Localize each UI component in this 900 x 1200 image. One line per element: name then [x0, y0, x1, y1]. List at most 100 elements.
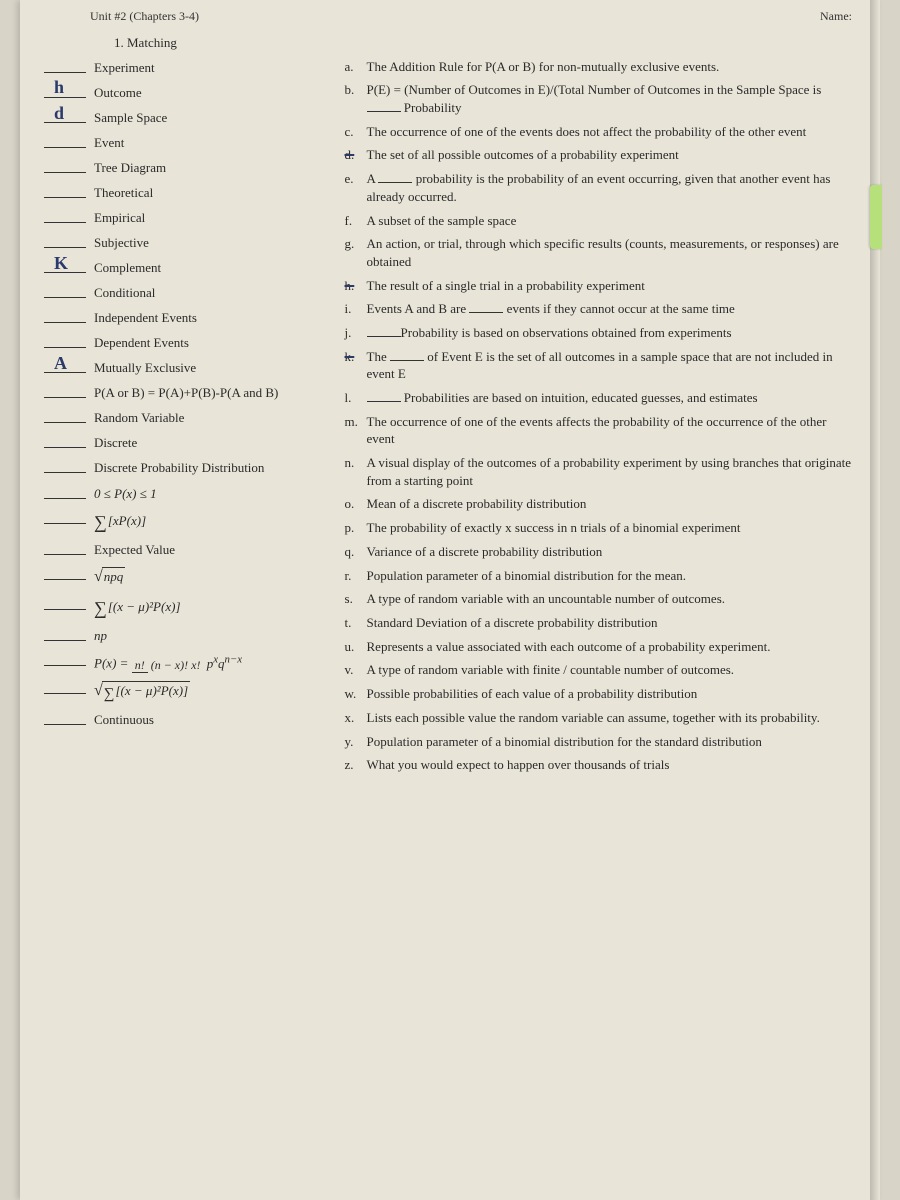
handwritten-answer: A [54, 351, 67, 375]
answer-blank[interactable] [44, 408, 86, 423]
term-row: Subjective [44, 233, 345, 252]
definition-row: o.Mean of a discrete probability distrib… [345, 495, 852, 513]
term-text: Tree Diagram [94, 158, 166, 177]
term-row: P(x) = n!(n − x)! x! pxqn−x [44, 651, 345, 672]
answer-blank[interactable] [44, 540, 86, 555]
answer-blank[interactable] [44, 183, 86, 198]
unit-label: Unit #2 (Chapters 3-4) [90, 8, 199, 24]
answer-blank[interactable]: K [44, 258, 86, 273]
term-text: Independent Events [94, 308, 197, 327]
answer-blank[interactable] [44, 308, 86, 323]
definition-text: The set of all possible outcomes of a pr… [367, 146, 852, 164]
term-text: Outcome [94, 83, 142, 102]
definition-letter: o. [345, 495, 367, 513]
answer-blank[interactable] [44, 133, 86, 148]
definition-text: P(E) = (Number of Outcomes in E)/(Total … [367, 81, 852, 116]
definition-letter: n. [345, 454, 367, 489]
definition-row: b.P(E) = (Number of Outcomes in E)/(Tota… [345, 81, 852, 116]
answer-blank[interactable] [44, 458, 86, 473]
fill-blank[interactable] [367, 100, 401, 112]
term-row: P(A or B) = P(A)+P(B)-P(A and B) [44, 383, 345, 402]
definition-text: Events A and B are events if they cannot… [367, 300, 852, 318]
definition-letter: t. [345, 614, 367, 632]
answer-blank[interactable] [44, 208, 86, 223]
term-row: A Mutually Exclusive [44, 358, 345, 377]
term-row: Expected Value [44, 540, 345, 559]
term-text: Dependent Events [94, 333, 189, 352]
name-label: Name: [820, 8, 852, 24]
term-row: Conditional [44, 283, 345, 302]
definition-row: i.Events A and B are events if they cann… [345, 300, 852, 318]
definition-text: The occurrence of one of the events affe… [367, 413, 852, 448]
definition-letter: a. [345, 58, 367, 76]
term-text: P(A or B) = P(A)+P(B)-P(A and B) [94, 383, 278, 402]
answer-blank[interactable]: A [44, 358, 86, 373]
definition-row: m.The occurrence of one of the events af… [345, 413, 852, 448]
term-text: Empirical [94, 208, 145, 227]
answer-blank[interactable] [44, 58, 86, 73]
definition-row: x.Lists each possible value the random v… [345, 709, 852, 727]
definition-row: v.A type of random variable with finite … [345, 661, 852, 679]
answer-blank[interactable] [44, 333, 86, 348]
terms-column: ExperimenthOutcomedSample SpaceEventTree… [44, 58, 345, 780]
definitions-column: a.The Addition Rule for P(A or B) for no… [345, 58, 852, 780]
term-text: np [94, 626, 107, 645]
definition-row: k.The of Event E is the set of all outco… [345, 348, 852, 383]
term-text: Discrete [94, 433, 137, 452]
definition-letter: c. [345, 123, 367, 141]
term-row: Empirical [44, 208, 345, 227]
term-text: Conditional [94, 283, 155, 302]
definition-row: g.An action, or trial, through which spe… [345, 235, 852, 270]
term-row: Event [44, 133, 345, 152]
definition-row: h.The result of a single trial in a prob… [345, 277, 852, 295]
definition-letter: s. [345, 590, 367, 608]
fill-blank[interactable] [378, 171, 412, 183]
green-divider-tab [870, 185, 882, 249]
answer-blank[interactable]: d [44, 108, 86, 123]
definition-text: Probabilities are based on intuition, ed… [367, 389, 852, 407]
term-row: Discrete [44, 433, 345, 452]
answer-blank[interactable] [44, 626, 86, 641]
term-row: Theoretical [44, 183, 345, 202]
fill-blank[interactable] [367, 325, 401, 337]
definition-row: j.Probability is based on observations o… [345, 324, 852, 342]
term-text: Discrete Probability Distribution [94, 458, 264, 477]
answer-blank[interactable] [44, 383, 86, 398]
term-text: ∑[(x − μ)²P(x)] [94, 679, 190, 704]
answer-blank[interactable] [44, 484, 86, 499]
fill-blank[interactable] [469, 301, 503, 313]
term-row: Dependent Events [44, 333, 345, 352]
definition-letter: r. [345, 567, 367, 585]
answer-blank[interactable] [44, 679, 86, 694]
definition-letter: h. [345, 277, 367, 295]
answer-blank[interactable] [44, 595, 86, 610]
answer-blank[interactable] [44, 710, 86, 725]
term-text: 0 ≤ P(x) ≤ 1 [94, 484, 157, 503]
definition-row: d.The set of all possible outcomes of a … [345, 146, 852, 164]
answer-blank[interactable] [44, 651, 86, 666]
term-text: Mutually Exclusive [94, 358, 196, 377]
answer-blank[interactable] [44, 158, 86, 173]
section-heading: 1. Matching [114, 34, 852, 52]
answer-blank[interactable]: h [44, 83, 86, 98]
answer-blank[interactable] [44, 283, 86, 298]
answer-blank[interactable] [44, 433, 86, 448]
page-right-shadow [870, 0, 880, 1200]
definition-text: A probability is the probability of an e… [367, 170, 852, 205]
term-row: Experiment [44, 58, 345, 77]
handwritten-answer: h [54, 75, 64, 99]
fill-blank[interactable] [390, 349, 424, 361]
definition-letter: w. [345, 685, 367, 703]
answer-blank[interactable] [44, 509, 86, 524]
definition-letter: k. [345, 348, 367, 383]
fill-blank[interactable] [367, 390, 401, 402]
answer-blank[interactable] [44, 565, 86, 580]
term-text: Subjective [94, 233, 149, 252]
definition-letter: b. [345, 81, 367, 116]
term-row: ∑[(x − μ)²P(x)] [44, 679, 345, 704]
answer-blank[interactable] [44, 233, 86, 248]
term-row: 0 ≤ P(x) ≤ 1 [44, 484, 345, 503]
term-text: P(x) = n!(n − x)! x! pxqn−x [94, 651, 242, 672]
definition-letter: f. [345, 212, 367, 230]
definition-letter: m. [345, 413, 367, 448]
